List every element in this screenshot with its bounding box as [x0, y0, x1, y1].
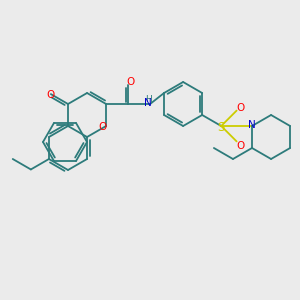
Text: N: N	[248, 120, 256, 130]
Text: S: S	[218, 121, 225, 134]
Text: H: H	[145, 94, 152, 103]
Text: O: O	[236, 141, 245, 152]
Text: O: O	[47, 90, 55, 100]
Text: O: O	[126, 77, 134, 87]
Text: O: O	[98, 122, 106, 132]
Text: N: N	[144, 98, 152, 108]
Text: O: O	[236, 103, 245, 112]
